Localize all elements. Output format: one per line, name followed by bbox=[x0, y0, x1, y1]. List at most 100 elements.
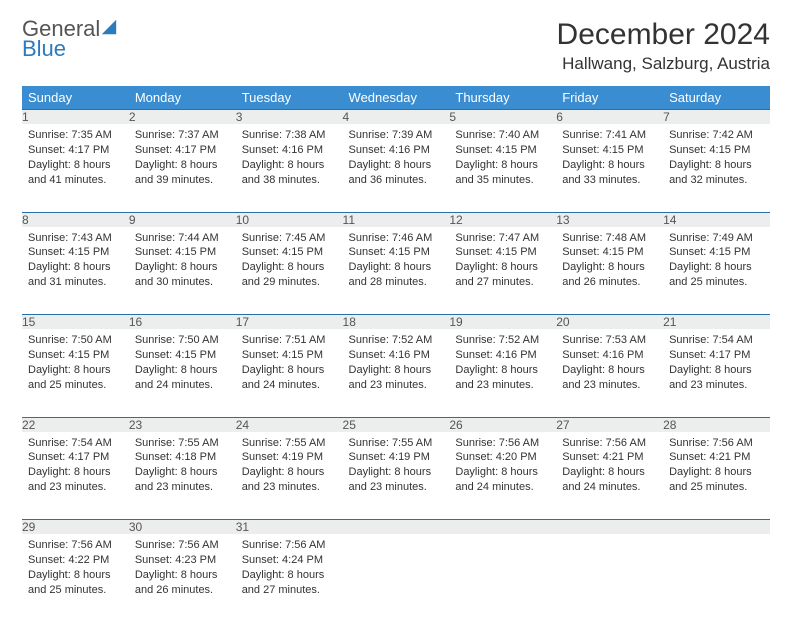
daylight-line: Daylight: 8 hours and 30 minutes. bbox=[135, 260, 230, 290]
sunrise-line: Sunrise: 7:56 AM bbox=[28, 538, 123, 553]
logo-sail-icon bbox=[100, 18, 118, 36]
sunrise-line: Sunrise: 7:43 AM bbox=[28, 231, 123, 246]
day-number: 25 bbox=[343, 417, 450, 432]
sunrise-line: Sunrise: 7:54 AM bbox=[669, 333, 764, 348]
day-cell-body: Sunrise: 7:54 AMSunset: 4:17 PMDaylight:… bbox=[663, 329, 770, 398]
daylight-line: Daylight: 8 hours and 27 minutes. bbox=[455, 260, 550, 290]
sunset-line: Sunset: 4:24 PM bbox=[242, 553, 337, 568]
daylight-line: Daylight: 8 hours and 23 minutes. bbox=[349, 363, 444, 393]
sunrise-line: Sunrise: 7:50 AM bbox=[135, 333, 230, 348]
sunset-line: Sunset: 4:20 PM bbox=[455, 450, 550, 465]
daylight-line: Daylight: 8 hours and 28 minutes. bbox=[349, 260, 444, 290]
empty-daynum bbox=[449, 520, 556, 535]
day-number: 6 bbox=[556, 110, 663, 125]
sunrise-line: Sunrise: 7:42 AM bbox=[669, 128, 764, 143]
day-header: Sunday bbox=[22, 86, 129, 110]
day-cell-body: Sunrise: 7:39 AMSunset: 4:16 PMDaylight:… bbox=[343, 124, 450, 193]
day-number: 24 bbox=[236, 417, 343, 432]
day-header: Tuesday bbox=[236, 86, 343, 110]
day-cell-body: Sunrise: 7:44 AMSunset: 4:15 PMDaylight:… bbox=[129, 227, 236, 296]
day-number: 21 bbox=[663, 315, 770, 330]
sunset-line: Sunset: 4:15 PM bbox=[135, 245, 230, 260]
day-number: 30 bbox=[129, 520, 236, 535]
sunrise-line: Sunrise: 7:47 AM bbox=[455, 231, 550, 246]
day-cell-body: Sunrise: 7:41 AMSunset: 4:15 PMDaylight:… bbox=[556, 124, 663, 193]
sunrise-line: Sunrise: 7:56 AM bbox=[562, 436, 657, 451]
sunset-line: Sunset: 4:15 PM bbox=[455, 245, 550, 260]
day-cell-body: Sunrise: 7:51 AMSunset: 4:15 PMDaylight:… bbox=[236, 329, 343, 398]
sunset-line: Sunset: 4:17 PM bbox=[28, 450, 123, 465]
daylight-line: Daylight: 8 hours and 25 minutes. bbox=[28, 363, 123, 393]
day-cell: Sunrise: 7:48 AMSunset: 4:15 PMDaylight:… bbox=[556, 227, 663, 315]
sunset-line: Sunset: 4:16 PM bbox=[562, 348, 657, 363]
daylight-line: Daylight: 8 hours and 24 minutes. bbox=[242, 363, 337, 393]
day-cell-body: Sunrise: 7:45 AMSunset: 4:15 PMDaylight:… bbox=[236, 227, 343, 296]
logo: General Blue bbox=[22, 18, 118, 59]
sunset-line: Sunset: 4:15 PM bbox=[28, 245, 123, 260]
day-number: 27 bbox=[556, 417, 663, 432]
sunrise-line: Sunrise: 7:53 AM bbox=[562, 333, 657, 348]
sunrise-line: Sunrise: 7:38 AM bbox=[242, 128, 337, 143]
sunrise-line: Sunrise: 7:51 AM bbox=[242, 333, 337, 348]
day-cell-body: Sunrise: 7:55 AMSunset: 4:19 PMDaylight:… bbox=[236, 432, 343, 501]
sunset-line: Sunset: 4:17 PM bbox=[669, 348, 764, 363]
sunrise-line: Sunrise: 7:37 AM bbox=[135, 128, 230, 143]
daynum-row: 22232425262728 bbox=[22, 417, 770, 432]
day-number: 22 bbox=[22, 417, 129, 432]
sunset-line: Sunset: 4:15 PM bbox=[562, 143, 657, 158]
daylight-line: Daylight: 8 hours and 23 minutes. bbox=[349, 465, 444, 495]
day-cell-body: Sunrise: 7:42 AMSunset: 4:15 PMDaylight:… bbox=[663, 124, 770, 193]
sunrise-line: Sunrise: 7:49 AM bbox=[669, 231, 764, 246]
day-cell-body: Sunrise: 7:35 AMSunset: 4:17 PMDaylight:… bbox=[22, 124, 129, 193]
day-header: Monday bbox=[129, 86, 236, 110]
sunrise-line: Sunrise: 7:48 AM bbox=[562, 231, 657, 246]
sunrise-line: Sunrise: 7:41 AM bbox=[562, 128, 657, 143]
day-cell: Sunrise: 7:40 AMSunset: 4:15 PMDaylight:… bbox=[449, 124, 556, 212]
sunset-line: Sunset: 4:15 PM bbox=[28, 348, 123, 363]
day-cell-body: Sunrise: 7:56 AMSunset: 4:24 PMDaylight:… bbox=[236, 534, 343, 603]
day-cell-body: Sunrise: 7:56 AMSunset: 4:21 PMDaylight:… bbox=[663, 432, 770, 501]
daylight-line: Daylight: 8 hours and 38 minutes. bbox=[242, 158, 337, 188]
day-cell: Sunrise: 7:45 AMSunset: 4:15 PMDaylight:… bbox=[236, 227, 343, 315]
sunset-line: Sunset: 4:16 PM bbox=[349, 143, 444, 158]
day-cell-body: Sunrise: 7:38 AMSunset: 4:16 PMDaylight:… bbox=[236, 124, 343, 193]
day-cell-body: Sunrise: 7:56 AMSunset: 4:20 PMDaylight:… bbox=[449, 432, 556, 501]
day-cell: Sunrise: 7:53 AMSunset: 4:16 PMDaylight:… bbox=[556, 329, 663, 417]
daylight-line: Daylight: 8 hours and 26 minutes. bbox=[562, 260, 657, 290]
location: Hallwang, Salzburg, Austria bbox=[557, 54, 770, 74]
empty-cell bbox=[556, 534, 663, 622]
daylight-line: Daylight: 8 hours and 24 minutes. bbox=[562, 465, 657, 495]
sunset-line: Sunset: 4:15 PM bbox=[242, 245, 337, 260]
day-cell-body: Sunrise: 7:37 AMSunset: 4:17 PMDaylight:… bbox=[129, 124, 236, 193]
sunrise-line: Sunrise: 7:54 AM bbox=[28, 436, 123, 451]
sunrise-line: Sunrise: 7:40 AM bbox=[455, 128, 550, 143]
day-number: 23 bbox=[129, 417, 236, 432]
sunrise-line: Sunrise: 7:52 AM bbox=[349, 333, 444, 348]
week-body-row: Sunrise: 7:50 AMSunset: 4:15 PMDaylight:… bbox=[22, 329, 770, 417]
empty-cell bbox=[663, 534, 770, 622]
calendar-table: SundayMondayTuesdayWednesdayThursdayFrid… bbox=[22, 86, 770, 622]
sunrise-line: Sunrise: 7:52 AM bbox=[455, 333, 550, 348]
day-cell-body: Sunrise: 7:53 AMSunset: 4:16 PMDaylight:… bbox=[556, 329, 663, 398]
day-number: 4 bbox=[343, 110, 450, 125]
day-number: 13 bbox=[556, 212, 663, 227]
day-cell: Sunrise: 7:55 AMSunset: 4:19 PMDaylight:… bbox=[236, 432, 343, 520]
logo-text-block: General Blue bbox=[22, 18, 118, 59]
day-cell: Sunrise: 7:55 AMSunset: 4:18 PMDaylight:… bbox=[129, 432, 236, 520]
daynum-row: 15161718192021 bbox=[22, 315, 770, 330]
empty-daynum bbox=[556, 520, 663, 535]
day-header-row: SundayMondayTuesdayWednesdayThursdayFrid… bbox=[22, 86, 770, 110]
day-number: 12 bbox=[449, 212, 556, 227]
day-number: 26 bbox=[449, 417, 556, 432]
week-body-row: Sunrise: 7:35 AMSunset: 4:17 PMDaylight:… bbox=[22, 124, 770, 212]
sunrise-line: Sunrise: 7:46 AM bbox=[349, 231, 444, 246]
day-number: 7 bbox=[663, 110, 770, 125]
day-cell: Sunrise: 7:44 AMSunset: 4:15 PMDaylight:… bbox=[129, 227, 236, 315]
day-number: 8 bbox=[22, 212, 129, 227]
day-cell-body: Sunrise: 7:56 AMSunset: 4:23 PMDaylight:… bbox=[129, 534, 236, 603]
day-number: 10 bbox=[236, 212, 343, 227]
sunset-line: Sunset: 4:17 PM bbox=[135, 143, 230, 158]
day-number: 19 bbox=[449, 315, 556, 330]
sunset-line: Sunset: 4:21 PM bbox=[562, 450, 657, 465]
day-header: Wednesday bbox=[343, 86, 450, 110]
